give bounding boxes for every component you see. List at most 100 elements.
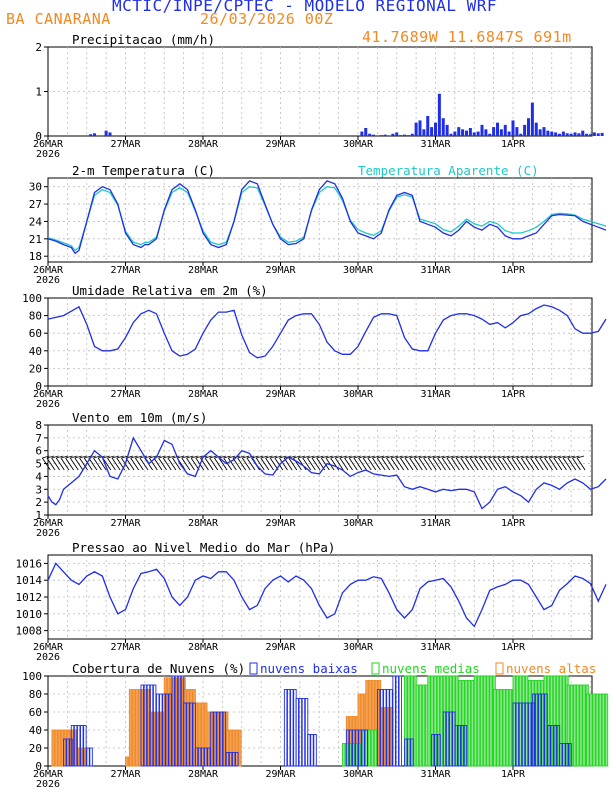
panel-frame bbox=[47, 177, 593, 263]
wind-barb bbox=[218, 457, 228, 471]
low-cloud-bar bbox=[568, 743, 572, 767]
x-tick-label: 30MAR bbox=[343, 139, 374, 150]
wind-barb bbox=[339, 457, 349, 471]
wind-barb-flag bbox=[511, 455, 520, 459]
wind-barb-flag bbox=[74, 455, 82, 459]
y-tick-label: 1012 bbox=[16, 591, 43, 604]
wind-barb bbox=[409, 457, 419, 471]
wind-barb-flag bbox=[265, 455, 273, 459]
wind-barb-flag bbox=[353, 455, 361, 459]
wind-barb bbox=[474, 457, 484, 471]
wind-barb-flag bbox=[167, 455, 175, 459]
y-tick-label: 100 bbox=[22, 670, 42, 683]
wind-barb-flag bbox=[237, 455, 245, 459]
precip-bar bbox=[372, 134, 375, 136]
x-tick-label: 28MAR bbox=[188, 518, 219, 529]
wind-barb-flag bbox=[535, 455, 543, 459]
panel-3 bbox=[44, 297, 593, 390]
wind-barb bbox=[107, 457, 116, 471]
mid-cloud-bar bbox=[373, 729, 378, 767]
x-year-label: 2026 bbox=[36, 399, 60, 410]
wind-barb bbox=[483, 457, 493, 471]
y-tick-label: 3 bbox=[35, 483, 42, 496]
panel-4 bbox=[44, 424, 593, 519]
precip-bar bbox=[426, 115, 430, 136]
mid-cloud-bar bbox=[370, 729, 375, 767]
wind-barb bbox=[83, 457, 93, 471]
precip-bar bbox=[523, 124, 527, 136]
wind-barb-flag bbox=[223, 455, 231, 459]
wind-barb bbox=[539, 457, 549, 471]
wind-barb bbox=[413, 457, 423, 471]
wind-barb-flag bbox=[149, 455, 157, 459]
wind-barb-flag bbox=[507, 455, 515, 459]
low-cloud-bar bbox=[553, 725, 558, 767]
wind-barb-flag bbox=[549, 455, 557, 459]
wind-barb bbox=[400, 457, 409, 471]
high-cloud-bar bbox=[238, 729, 242, 767]
mid-cloud-bar bbox=[505, 689, 509, 767]
wind-barb bbox=[367, 457, 377, 471]
low-cloud-bar bbox=[521, 702, 526, 767]
wind-barb-flag bbox=[442, 455, 450, 459]
precip-bar bbox=[499, 129, 503, 136]
precip-bar bbox=[484, 129, 488, 136]
low-cloud-bar bbox=[559, 743, 563, 767]
wind-barb-flag bbox=[372, 455, 380, 459]
x-tick-label: 30MAR bbox=[343, 518, 374, 529]
wind-barb-flag bbox=[177, 455, 185, 459]
low-cloud-bar bbox=[192, 702, 196, 767]
low-cloud-bar bbox=[298, 698, 303, 767]
low-cloud-bar bbox=[313, 734, 317, 767]
legend-apparent-temperature: Temperatura Aparente (C) bbox=[358, 163, 539, 178]
wind-barb bbox=[451, 457, 460, 471]
precip-bar bbox=[589, 134, 592, 136]
wind-barb-flag bbox=[544, 455, 552, 459]
wind-barb-flag bbox=[367, 455, 375, 459]
wind-barb bbox=[376, 457, 386, 471]
x-tick-label: 26MAR bbox=[33, 389, 64, 400]
y-tick-label: 21 bbox=[29, 233, 42, 246]
wind-barb bbox=[530, 457, 539, 471]
wind-barb bbox=[158, 457, 167, 471]
panel-title: Precipitacao (mm/h) bbox=[72, 32, 215, 47]
wind-barb bbox=[497, 457, 507, 471]
x-tick-label: 1APR bbox=[501, 389, 526, 400]
wind-barb bbox=[79, 457, 88, 471]
wind-barb-flag bbox=[158, 455, 166, 459]
wind-barb bbox=[74, 457, 84, 471]
y-tick-label: 24 bbox=[29, 215, 43, 228]
precip-bar bbox=[418, 120, 422, 136]
mid-cloud-bar bbox=[582, 684, 586, 767]
wind-barb-flag bbox=[470, 455, 478, 459]
low-cloud-bar bbox=[460, 725, 465, 767]
precip-bar bbox=[457, 127, 461, 136]
wind-barb bbox=[455, 457, 465, 471]
precip-bar bbox=[573, 132, 577, 136]
wind-barb bbox=[274, 457, 284, 471]
y-tick-label: 6 bbox=[35, 445, 42, 458]
y-tick-label: 8 bbox=[35, 419, 42, 432]
high-cloud-bar bbox=[125, 756, 129, 767]
wind-barb bbox=[241, 457, 251, 471]
wind-barb-flag bbox=[553, 455, 561, 459]
wind-barb bbox=[93, 457, 102, 471]
x-year-label: 2026 bbox=[36, 652, 60, 663]
wind-barb bbox=[567, 457, 577, 471]
wind-barb bbox=[348, 457, 358, 471]
wind-barb bbox=[446, 457, 456, 471]
low-cloud-bar bbox=[287, 689, 291, 767]
x-tick-label: 26MAR bbox=[33, 265, 64, 276]
wind-barb-flag bbox=[204, 455, 213, 459]
low-cloud-bar bbox=[515, 702, 520, 767]
low-cloud-bar bbox=[524, 702, 529, 767]
low-cloud-bar bbox=[392, 675, 396, 767]
low-cloud-bar bbox=[76, 725, 81, 767]
low-cloud-bar bbox=[301, 698, 306, 767]
high-cloud-bar bbox=[132, 689, 136, 767]
low-cloud-bar bbox=[171, 675, 175, 767]
wind-barb-flag bbox=[321, 455, 329, 459]
wind-barb-flag bbox=[460, 455, 468, 459]
wind-barb bbox=[65, 457, 74, 471]
wind-barb-flag bbox=[246, 455, 255, 459]
